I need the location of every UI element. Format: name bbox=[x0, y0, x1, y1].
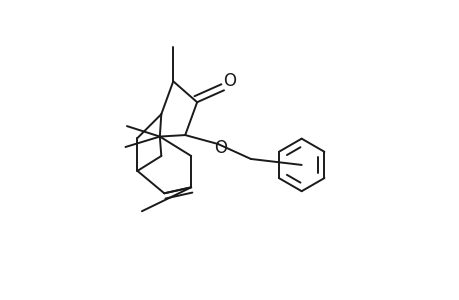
Text: O: O bbox=[213, 139, 226, 157]
Text: O: O bbox=[223, 72, 236, 90]
